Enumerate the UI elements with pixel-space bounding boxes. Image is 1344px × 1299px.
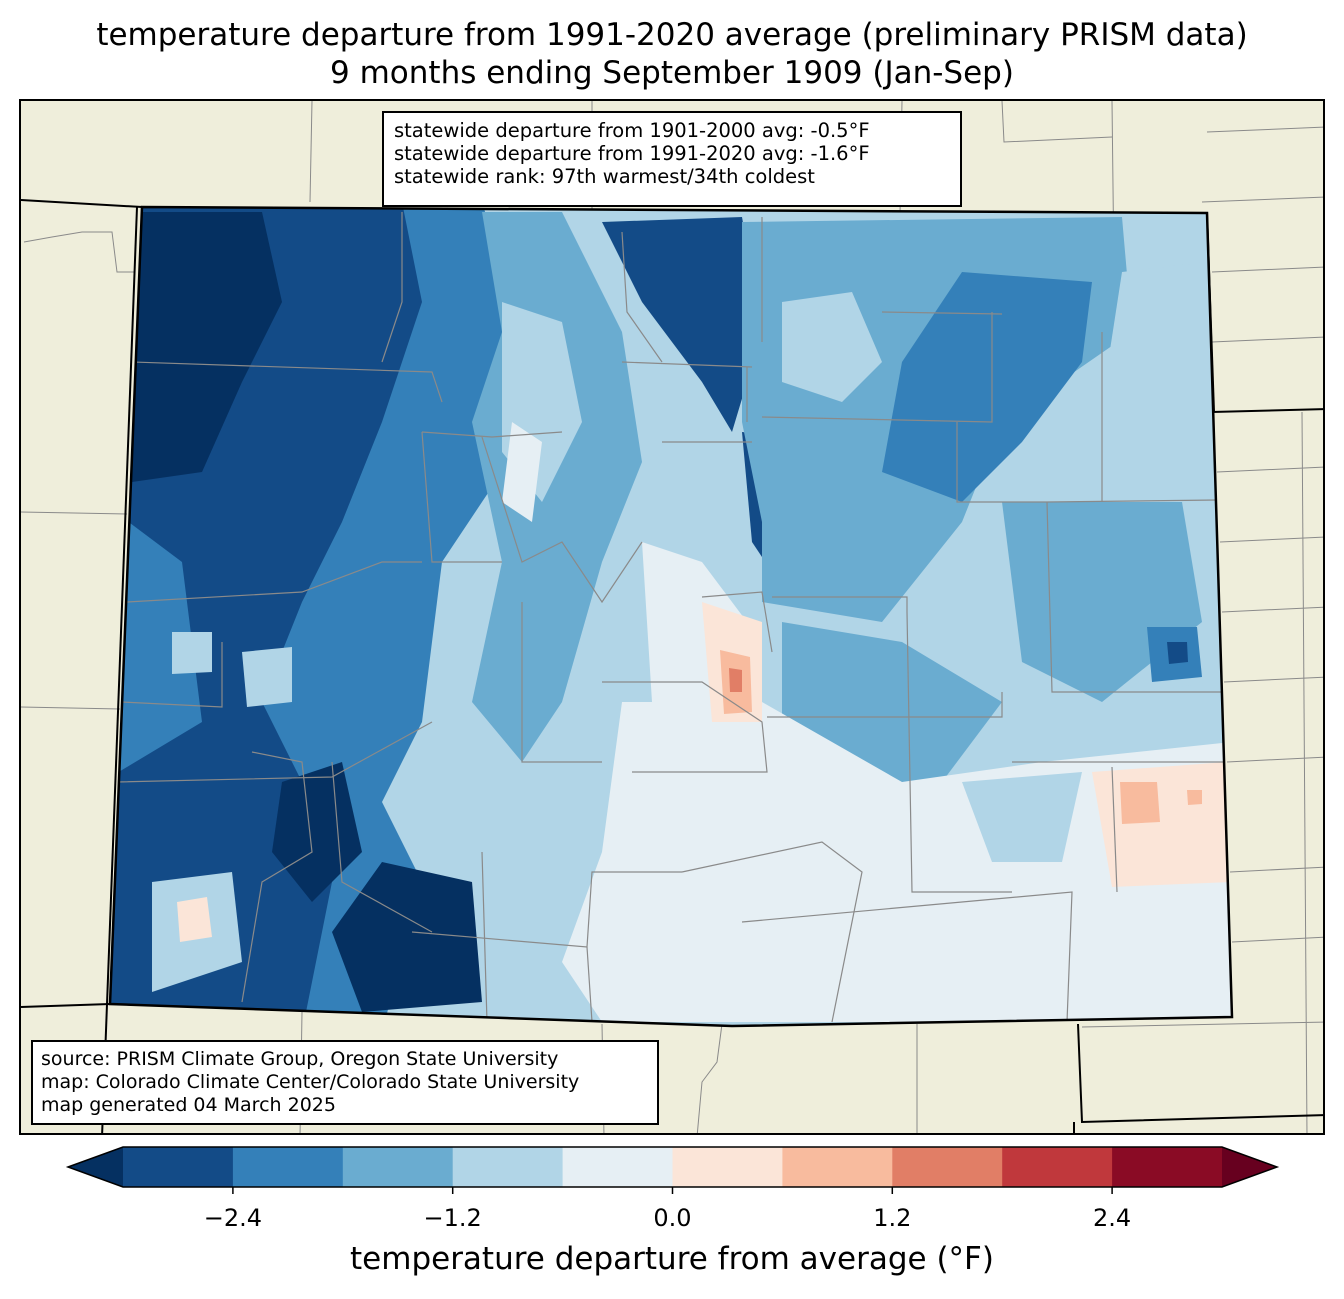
colorbar-swatch	[1112, 1147, 1223, 1187]
map-subtitle: 9 months ending September 1909 (Jan-Sep)	[330, 55, 1014, 91]
colorbar-swatch	[782, 1147, 893, 1187]
map-panel	[19, 99, 1325, 1135]
colorbar-swatch	[452, 1147, 564, 1187]
temperature-field	[110, 207, 1232, 1026]
map-canvas	[21, 101, 1323, 1133]
colorbar-tick-label: 0.0	[653, 1204, 692, 1232]
colorbar-tick-label: −2.4	[203, 1204, 263, 1232]
colorbar-swatch	[562, 1147, 673, 1187]
colorbar-tick-label: 2.4	[1093, 1204, 1132, 1232]
source-line-map: map: Colorado Climate Center/Colorado St…	[41, 1071, 580, 1093]
colorbar-tick-label: −1.2	[423, 1204, 482, 1232]
neighbor-state-lines	[21, 199, 1323, 1133]
colorbar-tick-label: 1.2	[873, 1204, 912, 1232]
colorbar-over-triangle	[1222, 1147, 1277, 1187]
county-lines	[116, 212, 1232, 1023]
stats-line-1991-2020: statewide departure from 1991-2020 avg: …	[394, 142, 870, 165]
colorbar-under-triangle	[68, 1147, 123, 1187]
colorbar-label: temperature departure from average (°F)	[350, 1241, 994, 1277]
colorbar-swatch	[1002, 1147, 1113, 1187]
source-line-generated: map generated 04 March 2025	[41, 1094, 336, 1116]
statewide-stats-box: statewide departure from 1901-2000 avg: …	[382, 111, 962, 207]
colorbar-swatch	[342, 1147, 454, 1187]
colorbar-swatch	[892, 1147, 1003, 1187]
colorbar-outline	[65, 1146, 1280, 1188]
stats-line-1901-2000: statewide departure from 1901-2000 avg: …	[394, 119, 870, 142]
colorbar-swatch	[232, 1147, 344, 1187]
map-title: temperature departure from 1991-2020 ave…	[96, 17, 1248, 53]
source-box: source: PRISM Climate Group, Oregon Stat…	[31, 1040, 659, 1125]
colorbar-swatch	[123, 1147, 234, 1187]
state-border	[108, 205, 1234, 1028]
colorbar	[65, 1146, 1280, 1194]
colorbar-swatch	[672, 1147, 783, 1187]
source-line-prism: source: PRISM Climate Group, Oregon Stat…	[41, 1048, 559, 1070]
stats-line-rank: statewide rank: 97th warmest/34th coldes…	[394, 165, 815, 188]
